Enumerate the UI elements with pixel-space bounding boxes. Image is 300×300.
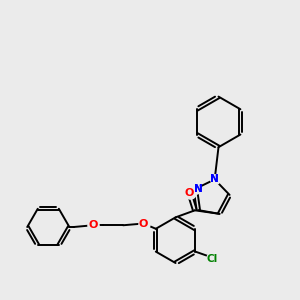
Text: N: N bbox=[210, 174, 219, 184]
Text: O: O bbox=[88, 220, 98, 230]
Text: N: N bbox=[194, 184, 203, 194]
Text: N: N bbox=[194, 184, 203, 194]
Text: O: O bbox=[139, 218, 148, 229]
Text: O: O bbox=[185, 188, 194, 199]
Text: N: N bbox=[210, 174, 219, 184]
Text: Cl: Cl bbox=[207, 254, 218, 264]
